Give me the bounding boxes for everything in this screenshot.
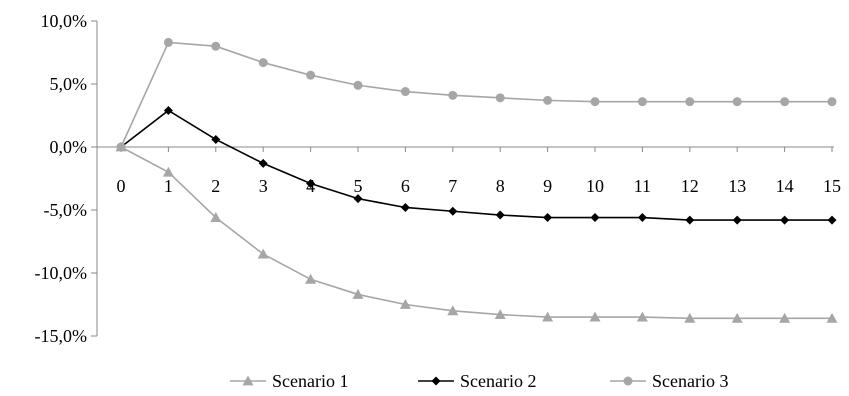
data-point: [589, 311, 601, 322]
x-tick-label: 1: [164, 176, 173, 196]
data-point: [448, 90, 458, 100]
data-point: [258, 158, 268, 168]
legend-item-1: Scenario 1: [230, 371, 348, 391]
y-tick-label: 0,0%: [50, 137, 88, 157]
data-point: [780, 215, 790, 225]
data-point: [779, 312, 791, 323]
x-tick-label: 3: [259, 176, 268, 196]
x-tick-label: 5: [354, 176, 363, 196]
data-point: [448, 206, 458, 216]
data-point: [447, 305, 459, 316]
y-tick-label: 10,0%: [41, 11, 88, 31]
y-tick-label: -5,0%: [44, 200, 88, 220]
data-point: [353, 194, 363, 204]
data-point: [162, 166, 174, 177]
data-point: [257, 248, 269, 259]
data-point: [494, 309, 506, 319]
data-point: [306, 179, 316, 189]
legend-marker: [623, 376, 633, 386]
x-tick-label: 14: [776, 176, 794, 196]
legend-item-3: Scenario 3: [610, 371, 728, 391]
x-tick-label: 15: [823, 176, 841, 196]
data-point: [163, 37, 173, 47]
data-point: [826, 312, 838, 323]
x-axis: 0123456789101112131415: [97, 146, 841, 196]
data-point: [543, 95, 553, 105]
x-tick-label: 10: [586, 176, 604, 196]
x-tick-label: 9: [543, 176, 552, 196]
data-point: [211, 41, 221, 51]
series-2: [116, 105, 837, 225]
legend-item-2: Scenario 2: [418, 371, 536, 391]
data-point: [732, 215, 742, 225]
data-point: [353, 80, 363, 90]
data-point: [211, 134, 221, 144]
x-tick-label: 11: [634, 176, 651, 196]
data-point: [400, 87, 410, 97]
data-point: [732, 97, 742, 107]
data-point: [399, 299, 411, 309]
y-tick-label: 5,0%: [50, 74, 88, 94]
data-point: [684, 312, 696, 323]
series-line: [120, 109, 832, 221]
legend-label: Scenario 3: [652, 371, 728, 391]
data-point: [685, 215, 695, 225]
legend-label: Scenario 2: [460, 371, 536, 391]
legend: Scenario 1 Scenario 2 Scenario 3: [230, 371, 728, 391]
data-point: [543, 213, 553, 223]
series-line: [120, 146, 832, 320]
data-point: [258, 58, 268, 68]
data-point: [731, 312, 743, 323]
data-point: [305, 273, 317, 284]
data-point: [542, 311, 554, 322]
series-1: [115, 141, 838, 323]
data-point: [495, 210, 505, 220]
data-point: [637, 97, 647, 107]
data-point: [780, 97, 790, 107]
data-point: [637, 213, 647, 223]
data-point: [210, 212, 222, 222]
data-point: [590, 213, 600, 223]
data-point: [163, 105, 173, 115]
data-point: [306, 70, 316, 80]
x-tick-label: 0: [117, 176, 126, 196]
x-tick-label: 13: [728, 176, 746, 196]
data-point: [400, 202, 410, 212]
legend-label: Scenario 1: [272, 371, 348, 391]
data-point: [827, 97, 837, 107]
y-axis: 10,0% 5,0% 0,0% -5,0% -10,0% -15,0%: [35, 11, 98, 346]
data-point: [116, 142, 126, 152]
data-point: [685, 97, 695, 107]
data-point: [352, 288, 364, 299]
y-tick-label: -15,0%: [35, 326, 88, 346]
data-point: [636, 311, 648, 322]
x-tick-label: 7: [448, 176, 457, 196]
series-line: [120, 41, 832, 148]
series-3: [116, 37, 837, 152]
x-tick-label: 6: [401, 176, 410, 196]
legend-marker: [431, 376, 441, 386]
legend-marker: [242, 375, 254, 386]
data-point: [827, 215, 837, 225]
y-tick-label: -10,0%: [35, 263, 88, 283]
x-tick-label: 12: [681, 176, 699, 196]
data-point: [590, 97, 600, 107]
series-plot-area: [115, 37, 838, 323]
x-tick-label: 2: [211, 176, 220, 196]
x-tick-label: 8: [496, 176, 505, 196]
data-point: [495, 93, 505, 103]
